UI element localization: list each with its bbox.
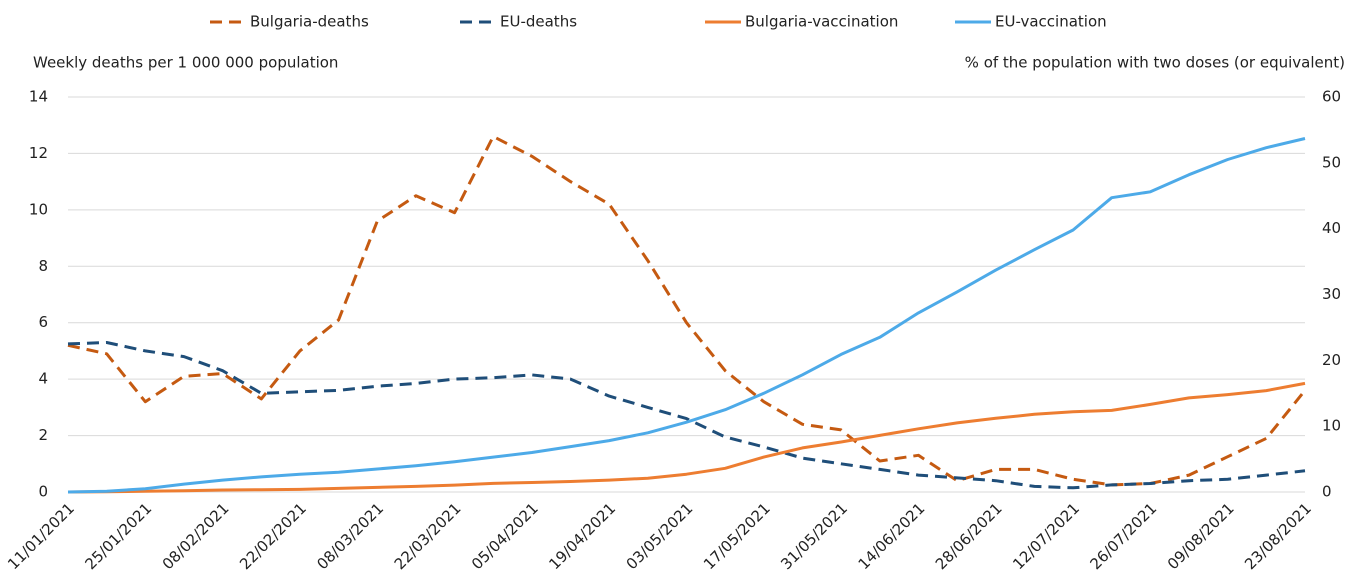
x-tick-label: 03/05/2021 bbox=[623, 499, 697, 573]
series-line bbox=[67, 135, 1307, 487]
legend-label: Bulgaria-deaths bbox=[250, 13, 369, 31]
y2-tick-label: 0 bbox=[1322, 483, 1332, 501]
x-tick-label: 09/08/2021 bbox=[1164, 499, 1238, 573]
x-tick-label: 25/01/2021 bbox=[81, 499, 155, 573]
x-tick-label: 28/06/2021 bbox=[932, 499, 1006, 573]
y2-tick-label: 10 bbox=[1322, 417, 1341, 435]
series-line bbox=[67, 381, 1306, 494]
y2-axis-label: % of the population with two doses (or e… bbox=[965, 54, 1345, 72]
x-tick-label: 17/05/2021 bbox=[700, 499, 774, 573]
y2-tick-label: 30 bbox=[1322, 285, 1341, 303]
y2-tick-label: 40 bbox=[1322, 219, 1341, 237]
y-tick-label: 10 bbox=[29, 200, 48, 218]
y-axis-label: Weekly deaths per 1 000 000 population bbox=[33, 54, 338, 72]
x-tick-label: 23/08/2021 bbox=[1241, 499, 1315, 573]
legend-label: Bulgaria-vaccination bbox=[745, 13, 898, 31]
x-tick-label: 19/04/2021 bbox=[545, 499, 619, 573]
legend-label: EU-deaths bbox=[500, 13, 577, 31]
x-tick-label: 05/04/2021 bbox=[468, 499, 542, 573]
x-tick-label: 26/07/2021 bbox=[1087, 499, 1161, 573]
y-tick-label: 0 bbox=[38, 483, 48, 501]
legend-label: EU-vaccination bbox=[995, 13, 1107, 31]
y2-tick-label: 50 bbox=[1322, 153, 1341, 171]
x-tick-label: 22/03/2021 bbox=[391, 499, 465, 573]
y-tick-label: 8 bbox=[38, 257, 48, 275]
y-tick-label: 12 bbox=[29, 144, 48, 162]
x-tick-label: 08/03/2021 bbox=[313, 499, 387, 573]
y-tick-label: 4 bbox=[38, 370, 48, 388]
y-tick-label: 14 bbox=[29, 88, 48, 106]
y2-tick-label: 60 bbox=[1322, 88, 1341, 106]
x-tick-label: 11/01/2021 bbox=[4, 499, 78, 573]
x-tick-label: 31/05/2021 bbox=[777, 499, 851, 573]
y-tick-label: 2 bbox=[38, 426, 48, 444]
series-line bbox=[67, 341, 1306, 490]
x-tick-label: 22/02/2021 bbox=[236, 499, 310, 573]
y-tick-label: 6 bbox=[38, 313, 48, 331]
y2-tick-label: 20 bbox=[1322, 351, 1341, 369]
x-tick-label: 12/07/2021 bbox=[1009, 499, 1083, 573]
series-line bbox=[67, 137, 1306, 494]
x-tick-label: 08/02/2021 bbox=[159, 499, 233, 573]
x-tick-label: 14/06/2021 bbox=[855, 499, 929, 573]
